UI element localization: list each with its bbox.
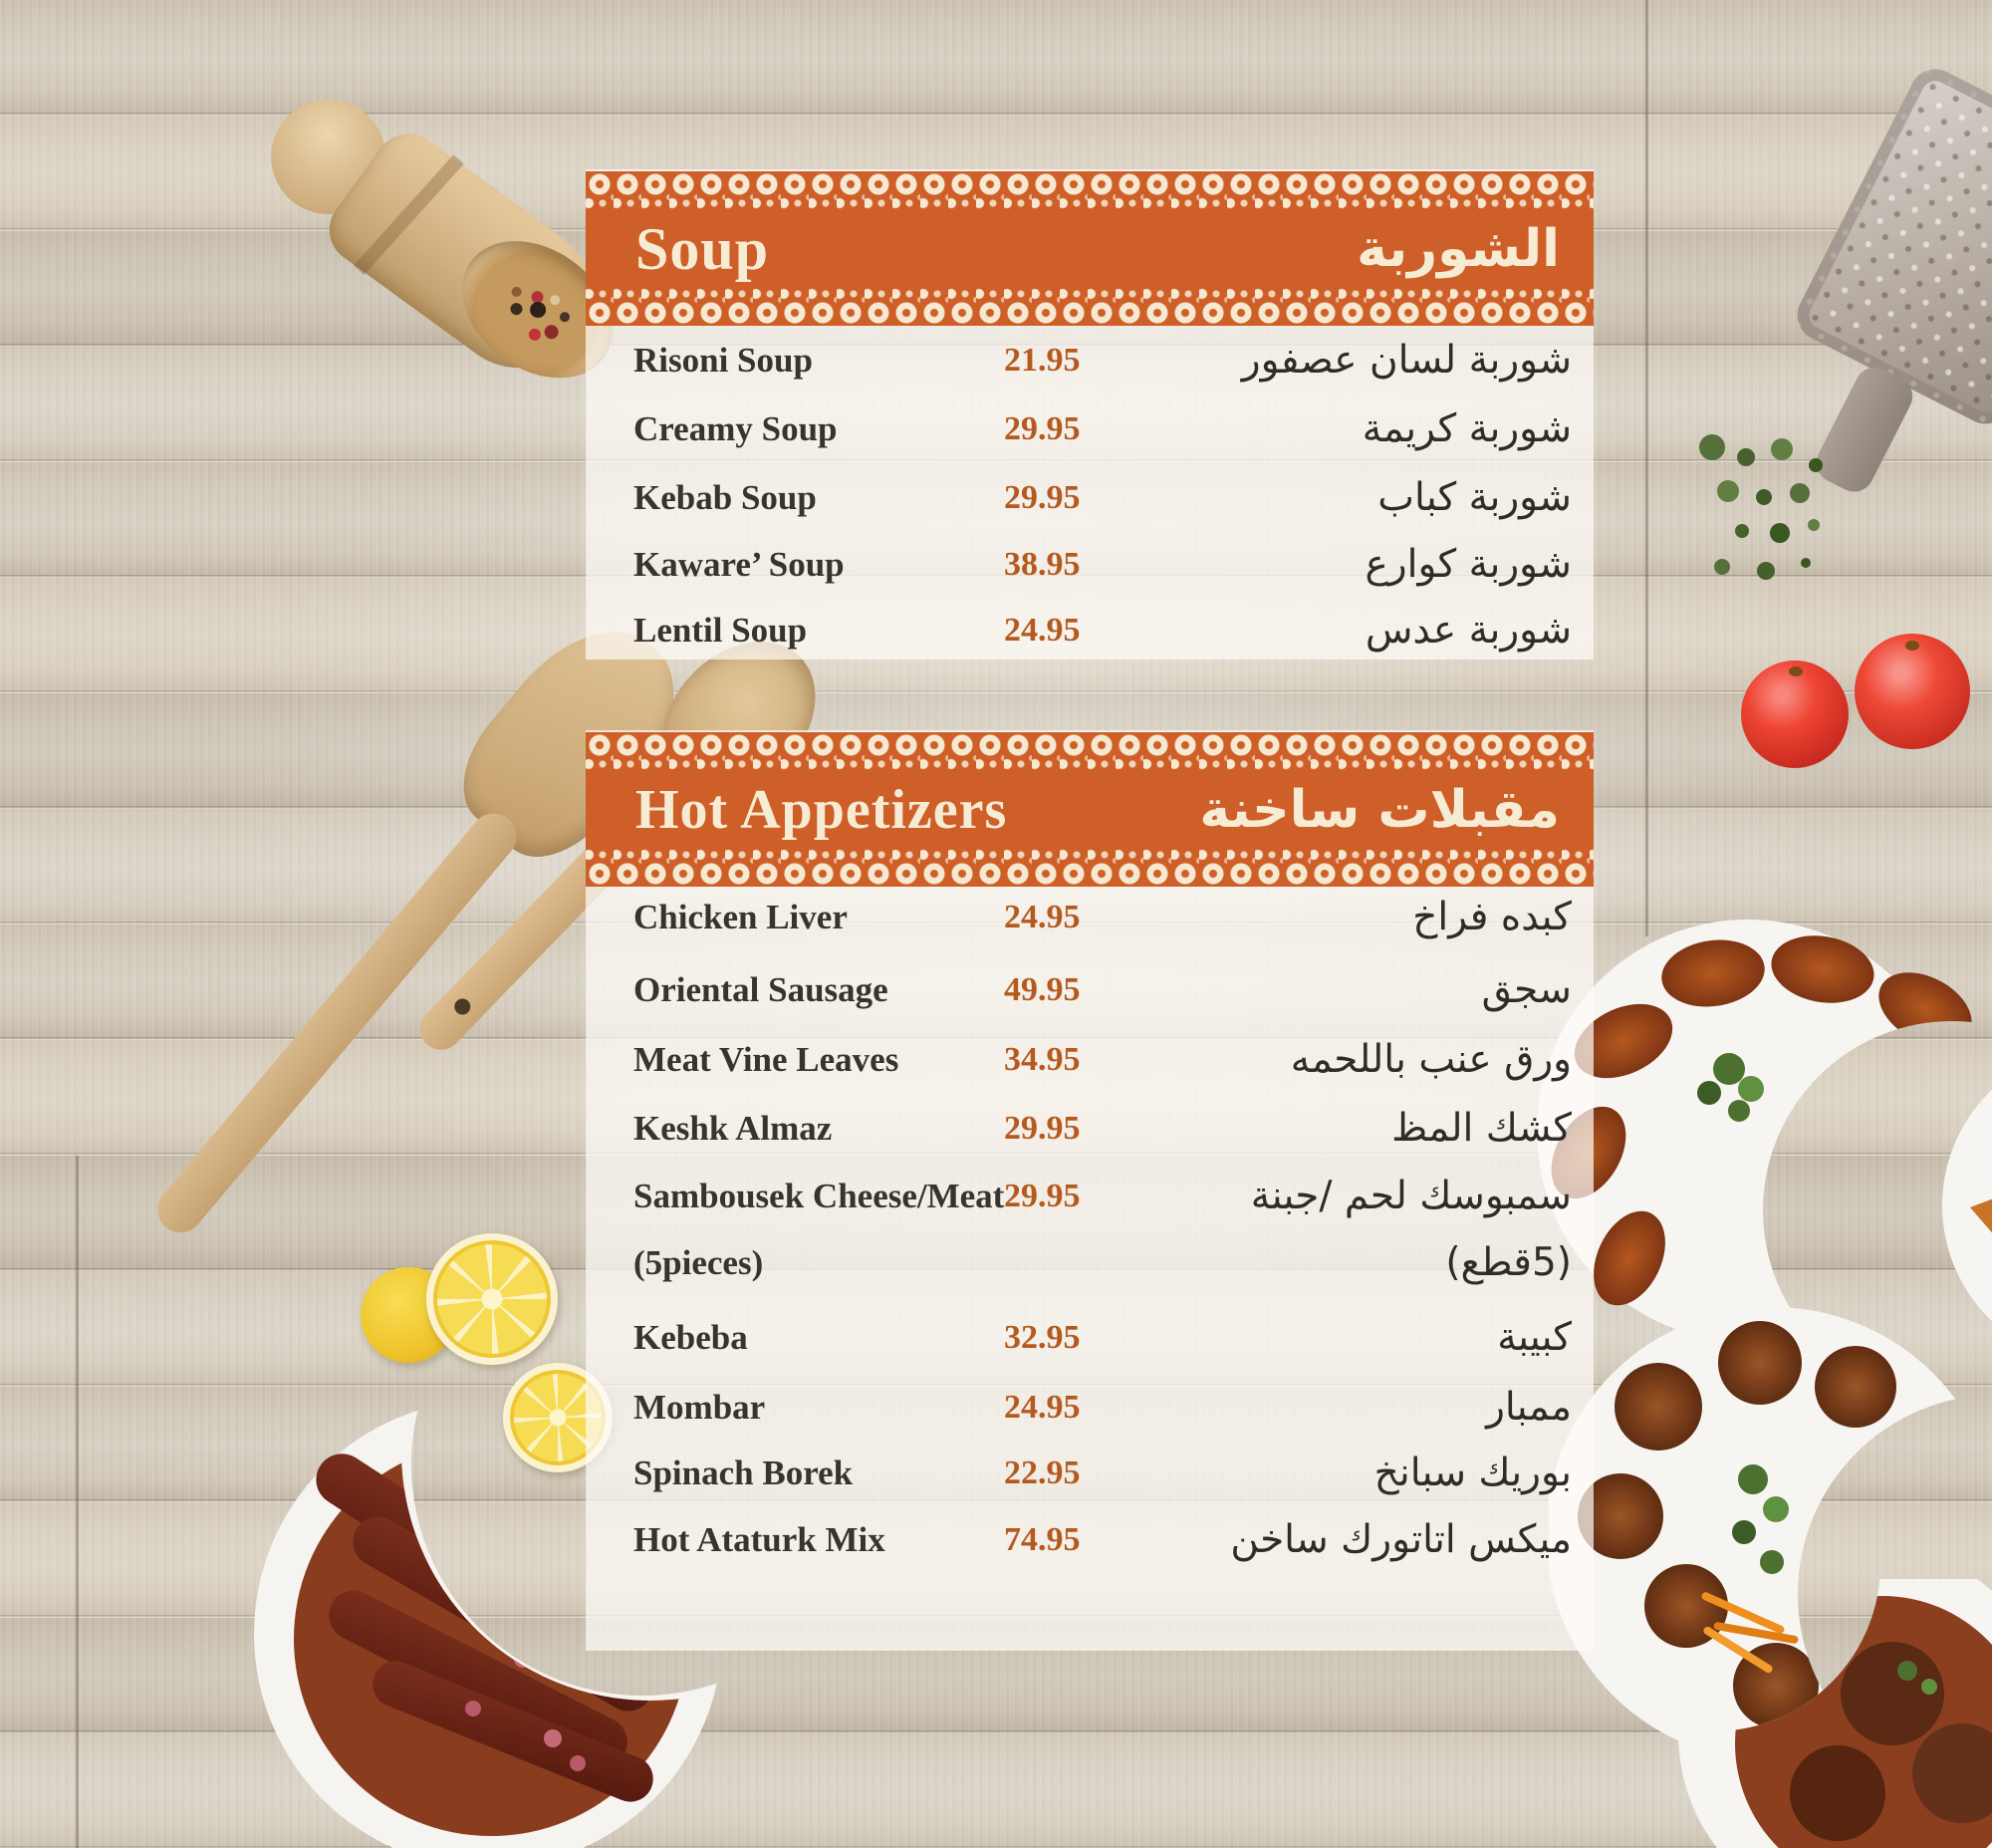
item-name-ar: شوربة كريمة <box>1362 406 1572 451</box>
metal-grater-image <box>1712 51 1992 568</box>
item-name-en: Oriental Sausage <box>633 970 888 1009</box>
item-name-ar: ورق عنب باللحمه <box>1290 1037 1572 1082</box>
item-name-en: (5pieces) <box>633 1243 764 1282</box>
item-name-ar: ميكس اتاتورك ساخن <box>1230 1517 1572 1562</box>
menu-item-row: Keshk Almaz 29.95 كشك المظ <box>586 1100 1594 1158</box>
item-name-ar: شوربة لسان عصفور <box>1241 338 1572 383</box>
meatballs-sauce-dish-image <box>1678 1544 1992 1848</box>
item-name-ar: شوربة كوارع <box>1365 542 1572 587</box>
item-price: 34.95 <box>1004 1041 1081 1078</box>
item-name-ar: شوربة كباب <box>1377 475 1572 520</box>
item-name-en: Sambousek Cheese/Meat <box>633 1177 1005 1215</box>
menu-item-row: Sambousek Cheese/Meat 29.95 سمبوسك لحم /… <box>586 1168 1594 1225</box>
item-name-en: Creamy Soup <box>633 409 838 448</box>
item-price: 29.95 <box>1004 479 1081 516</box>
section-title-ar: مقبلات ساخنة <box>1199 780 1560 840</box>
lemon-slice-icon <box>426 1233 558 1365</box>
menu-item-row: Chicken Liver 24.95 كبده فراخ <box>586 889 1594 946</box>
item-price: 32.95 <box>1004 1319 1081 1356</box>
menu-item-row: Kebab Soup 29.95 شوربة كباب <box>586 469 1594 527</box>
tomato-image <box>1741 660 1849 768</box>
item-name-ar: كشك المظ <box>1391 1106 1572 1151</box>
samosa-plate-image <box>1942 1089 1992 1322</box>
item-name-en: Spinach Borek <box>633 1453 854 1492</box>
menu-item-row: Creamy Soup 29.95 شوربة كريمة <box>586 400 1594 458</box>
menu-item-row: (5pieces) (5قطع) <box>586 1234 1594 1292</box>
section-banner-hot-appetizers: Hot Appetizers مقبلات ساخنة <box>586 732 1594 887</box>
item-price: 29.95 <box>1004 410 1081 447</box>
menu-item-row: Spinach Borek 22.95 بوريك سبانخ <box>586 1445 1594 1502</box>
item-name-ar: (5قطع) <box>1445 1240 1572 1285</box>
item-name-ar: بوريك سبانخ <box>1373 1451 1572 1495</box>
menu-item-row: Lentil Soup 24.95 شوربة عدس <box>586 602 1594 660</box>
item-price: 21.95 <box>1004 342 1081 379</box>
item-price: 24.95 <box>1004 612 1081 649</box>
item-name-ar: سمبوسك لحم /جبنة <box>1250 1174 1572 1218</box>
item-name-en: Kaware’ Soup <box>633 545 845 584</box>
lace-border-icon <box>586 732 1594 772</box>
item-price: 24.95 <box>1004 899 1081 935</box>
item-name-en: Chicken Liver <box>633 898 848 936</box>
wood-seam <box>76 1156 79 1848</box>
menu-item-row: Meat Vine Leaves 34.95 ورق عنب باللحمه <box>586 1031 1594 1089</box>
lace-border-icon <box>586 171 1594 211</box>
item-name-en: Kebeba <box>633 1318 748 1357</box>
menu-item-row: Kaware’ Soup 38.95 شوربة كوارع <box>586 536 1594 594</box>
item-name-ar: كبده فراخ <box>1412 895 1572 939</box>
menu-item-row: Kebeba 32.95 كبيبة <box>586 1309 1594 1367</box>
item-price: 29.95 <box>1004 1110 1081 1147</box>
item-name-en: Lentil Soup <box>633 611 808 650</box>
item-name-en: Keshk Almaz <box>633 1109 833 1148</box>
thyme-sprigs-image <box>1699 434 1725 460</box>
item-price: 22.95 <box>1004 1454 1081 1491</box>
item-name-en: Hot Ataturk Mix <box>633 1520 885 1559</box>
item-name-en: Meat Vine Leaves <box>633 1040 899 1079</box>
section-banner-soup: Soup الشوربة <box>586 171 1594 326</box>
menu-item-row: Risoni Soup 21.95 شوربة لسان عصفور <box>586 332 1594 390</box>
item-name-en: Mombar <box>633 1388 766 1427</box>
wood-seam <box>1645 0 1648 936</box>
item-price: 38.95 <box>1004 546 1081 583</box>
item-name-en: Kebab Soup <box>633 478 817 517</box>
item-price: 74.95 <box>1004 1521 1081 1558</box>
banner-background <box>586 209 1594 289</box>
item-name-en: Risoni Soup <box>633 341 813 380</box>
menu-item-row: Mombar 24.95 ممبار <box>586 1379 1594 1437</box>
section-title-ar: الشوربة <box>1357 219 1560 279</box>
lace-border-icon <box>586 847 1594 887</box>
item-name-ar: شوربة عدس <box>1365 608 1572 653</box>
menu-item-row: Hot Ataturk Mix 74.95 ميكس اتاتورك ساخن <box>586 1511 1594 1569</box>
item-name-ar: ممبار <box>1486 1385 1572 1430</box>
item-name-ar: كبيبة <box>1497 1315 1572 1360</box>
item-price: 29.95 <box>1004 1178 1081 1214</box>
menu-item-row: Oriental Sausage 49.95 سجق <box>586 961 1594 1019</box>
lace-border-icon <box>586 286 1594 326</box>
section-title-en: Soup <box>635 215 770 282</box>
banner-background <box>586 770 1594 850</box>
item-price: 49.95 <box>1004 971 1081 1008</box>
section-title-en: Hot Appetizers <box>635 779 1008 841</box>
item-name-ar: سجق <box>1481 967 1572 1012</box>
tomato-image <box>1855 634 1970 749</box>
item-price: 24.95 <box>1004 1389 1081 1426</box>
kibbeh-crescent-plate-image <box>1537 920 1972 1342</box>
